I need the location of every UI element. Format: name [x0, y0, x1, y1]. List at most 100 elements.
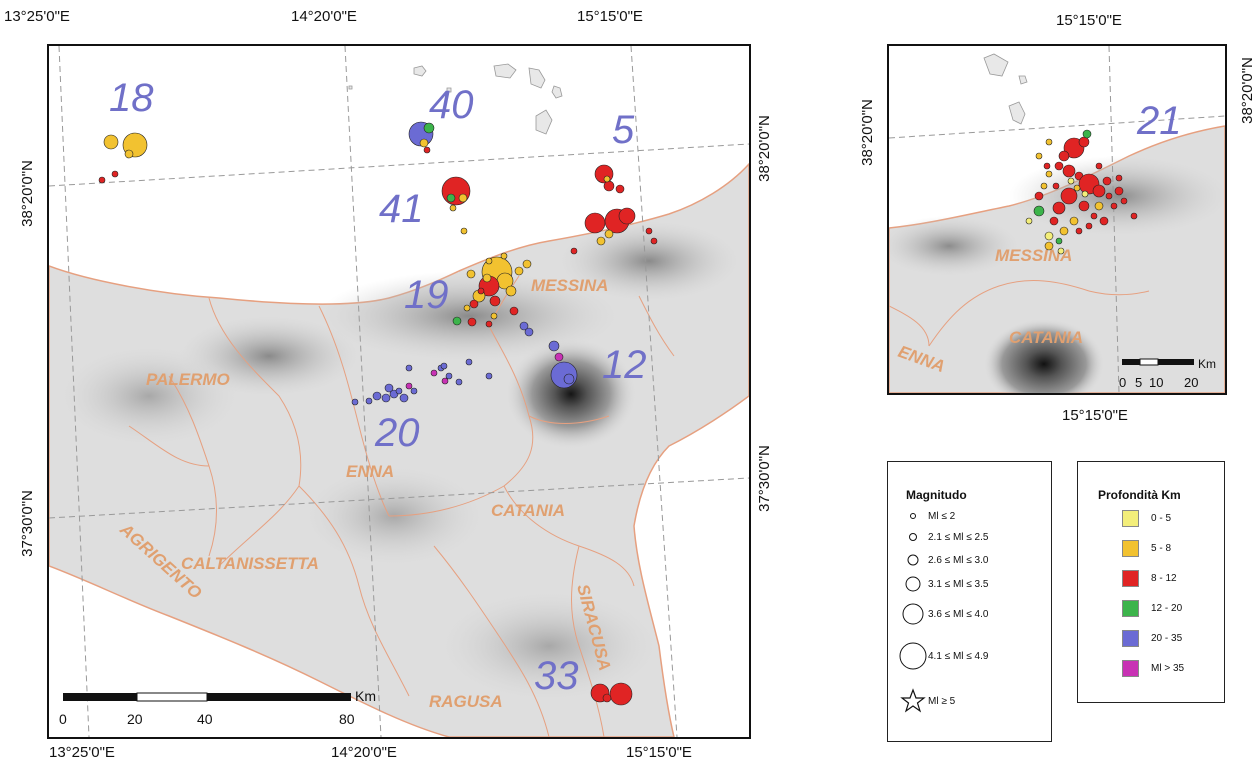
- inset-map: MESSINA CATANIA ENNA 21 Km 0 5 10 20: [887, 44, 1227, 395]
- etna-relief: [506, 339, 636, 449]
- earthquake-event: [519, 321, 529, 331]
- earthquake-event: [604, 229, 614, 239]
- earthquake-event: [1078, 200, 1090, 212]
- earthquake-event: [1059, 226, 1069, 236]
- depth-swatch: [1122, 600, 1139, 617]
- earthquake-event: [467, 317, 477, 327]
- earthquake-event: [548, 340, 560, 352]
- inset-scale-tick-5: 5: [1135, 375, 1142, 390]
- earthquake-event: [455, 378, 463, 386]
- depth-legend-title: Profondità Km: [1098, 488, 1181, 502]
- depth-item-label: 0 - 5: [1151, 513, 1172, 524]
- earthquake-event: [485, 257, 493, 265]
- earthquake-event: [1034, 191, 1044, 201]
- earthquake-event: [602, 693, 612, 703]
- earthquake-event: [485, 372, 493, 380]
- depth-legend: Profondità Km 0 - 5 5 - 8 8 - 12 12 - 20 20 …: [1077, 461, 1225, 703]
- scale-tick-20: 20: [127, 711, 143, 727]
- inset-relief-peloritani: [1009, 156, 1225, 236]
- main-bottom-tick-1: 13°25'0"E: [49, 744, 115, 761]
- province-label-catania: CATANIA: [491, 501, 565, 520]
- depth-swatch: [1122, 510, 1139, 527]
- earthquake-event: [1062, 164, 1076, 178]
- inset-scale-unit: Km: [1198, 357, 1216, 371]
- earthquake-event: [384, 383, 394, 393]
- earthquake-event: [570, 247, 578, 255]
- inset-scale-tick-20: 20: [1184, 375, 1198, 390]
- earthquake-event: [500, 252, 508, 260]
- depth-item-4: 12 - 20: [1122, 600, 1182, 617]
- depth-swatch: [1122, 660, 1139, 677]
- earthquake-event: [1081, 190, 1089, 198]
- earthquake-event: [458, 193, 468, 203]
- magnitude-item-6: 4.1 ≤ Ml ≤ 4.9: [898, 640, 988, 672]
- earthquake-event: [524, 327, 534, 337]
- inset-bottom-tick: 15°15'0"E: [1062, 407, 1128, 424]
- main-top-tick-2: 14°20'0"E: [291, 8, 357, 25]
- magnitude-item-2-label: 2.1 ≤ Ml ≤ 2.5: [928, 531, 989, 543]
- earthquake-event: [563, 373, 575, 385]
- earthquake-event: [645, 227, 653, 235]
- depth-item-label: Ml > 35: [1151, 663, 1185, 674]
- earthquake-event: [618, 207, 636, 225]
- main-bottom-tick-2: 14°20'0"E: [331, 744, 397, 761]
- earthquake-event: [381, 393, 391, 403]
- earthquake-event: [465, 358, 473, 366]
- depth-item-label: 5 - 8: [1151, 543, 1172, 554]
- cluster-label-19: 19: [404, 273, 449, 317]
- magnitude-item-2: 2.1 ≤ Ml ≤ 2.5: [898, 527, 988, 547]
- main-top-tick-1: 13°25'0"E: [4, 8, 70, 25]
- main-map-canvas: PALERMO MESSINA ENNA CATANIA AGRIGENTO C…: [49, 46, 749, 737]
- earthquake-event: [1092, 184, 1106, 198]
- earthquake-event: [1090, 212, 1098, 220]
- earthquake-event: [466, 269, 476, 279]
- inset-graticule: [889, 46, 1225, 393]
- earthquake-event: [1094, 201, 1104, 211]
- depth-item-3: 8 - 12: [1122, 570, 1177, 587]
- earthquake-event: [441, 377, 449, 385]
- earthquake-event: [1069, 216, 1079, 226]
- relief-nebrodi: [319, 271, 619, 361]
- earthquake-event: [372, 391, 382, 401]
- inset-cluster-label-21: 21: [1136, 99, 1182, 143]
- earthquake-event: [550, 361, 578, 389]
- scale-tick-40: 40: [197, 711, 213, 727]
- scale-bar: Km 0 20 40 80: [59, 688, 376, 727]
- magnitude-item-6-label: 4.1 ≤ Ml ≤ 4.9: [928, 650, 989, 662]
- depth-item-5: 20 - 35: [1122, 630, 1182, 647]
- earthquake-event: [650, 237, 658, 245]
- earthquake-event: [485, 320, 493, 328]
- earthquake-event: [1099, 216, 1109, 226]
- magnitude-item-1: Ml ≤ 2: [898, 506, 955, 526]
- inset-right-tick: 38°20'0"N: [1239, 57, 1256, 124]
- magnitude-item-3: 2.6 ≤ Ml ≤ 3.0: [898, 549, 988, 571]
- earthquake-event: [1085, 222, 1093, 230]
- depth-item-2: 5 - 8: [1122, 540, 1171, 557]
- graticule: [49, 46, 749, 737]
- scale-tick-0: 0: [59, 711, 67, 727]
- earthquake-event: [554, 352, 564, 362]
- earthquake-event: [1130, 212, 1138, 220]
- earthquake-event: [490, 312, 498, 320]
- earthquake-event: [103, 134, 119, 150]
- earthquake-event: [1058, 150, 1070, 162]
- cluster-label-12: 12: [602, 343, 647, 387]
- magnitude-item-1-label: Ml ≤ 2: [928, 510, 956, 522]
- earthquake-event: [1120, 197, 1128, 205]
- magnitude-item-4-label: 3.1 ≤ Ml ≤ 3.5: [928, 578, 989, 590]
- aeolian-islands: [348, 63, 563, 135]
- inset-relief-nebrodi: [889, 216, 1019, 276]
- earthquake-event: [1102, 176, 1112, 186]
- earthquake-event: [365, 397, 373, 405]
- earthquake-event: [423, 146, 431, 154]
- earthquake-event: [584, 212, 606, 234]
- inset-label-catania: CATANIA: [1009, 328, 1083, 347]
- earthquake-event: [1045, 170, 1053, 178]
- earthquake-event: [1044, 231, 1054, 241]
- earthquake-event: [1045, 138, 1053, 146]
- earthquake-event: [395, 387, 403, 395]
- inset-boundaries: [889, 280, 1150, 347]
- earthquake-event: [505, 285, 517, 297]
- depth-swatch: [1122, 540, 1139, 557]
- earthquake-event: [1105, 192, 1113, 200]
